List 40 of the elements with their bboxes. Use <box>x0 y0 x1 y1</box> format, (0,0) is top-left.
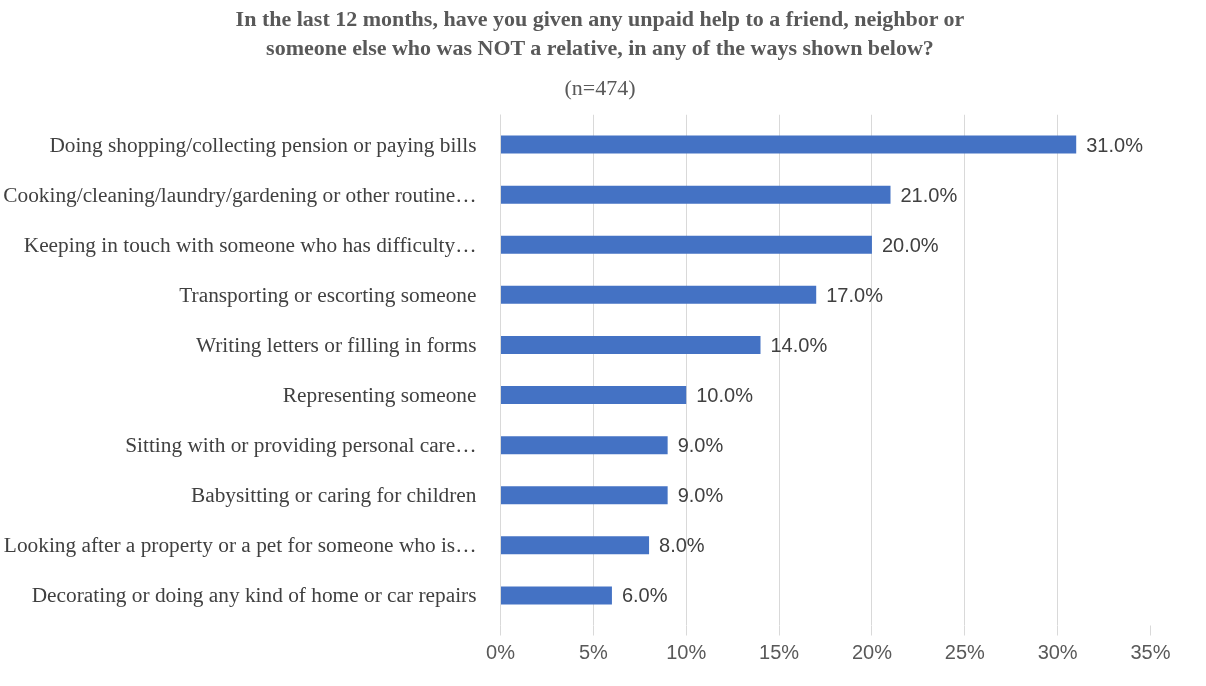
bar <box>500 385 687 404</box>
chart-subtitle: (n=474) <box>564 74 636 103</box>
x-tick-label: 15% <box>759 640 800 663</box>
x-tick-label: 25% <box>944 640 986 663</box>
data-label: 21.0% <box>900 183 958 206</box>
bar <box>500 485 668 504</box>
y-tick-label: Doing shopping/collecting pension or paying bills <box>49 132 477 157</box>
y-tick-label: Looking after a property or a pet for someone who is… <box>3 532 477 557</box>
bar <box>500 586 612 605</box>
y-tick-label: Babysitting or caring for children <box>191 482 477 507</box>
x-tick-label: 10% <box>666 640 707 663</box>
y-tick-label: Cooking/cleaning/laundry/gardening or other routine… <box>3 182 477 207</box>
data-label: 20.0% <box>881 233 939 256</box>
y-tick-label: Decorating or doing any kind of home or car repairs <box>31 583 477 608</box>
data-label: 14.0% <box>770 333 828 356</box>
x-tick-label: 5% <box>578 640 609 663</box>
x-tick-label: 0% <box>486 640 516 663</box>
data-label: 31.0% <box>1086 133 1144 156</box>
bar <box>500 535 650 554</box>
data-label: 10.0% <box>696 383 754 406</box>
x-tick-label: 20% <box>851 640 893 663</box>
bar <box>500 235 872 254</box>
y-tick-label: Sitting with or providing personal care… <box>125 432 477 457</box>
y-tick-label: Writing letters or filling in forms <box>196 332 477 357</box>
bar <box>500 335 761 354</box>
data-label: 17.0% <box>826 283 884 306</box>
y-tick-label: Transporting or escorting someone <box>179 282 477 307</box>
data-label: 9.0% <box>677 433 724 456</box>
data-label: 8.0% <box>659 533 705 556</box>
y-tick-label: Keeping in touch with someone who has difficulty… <box>23 232 477 257</box>
x-tick-label: 30% <box>1037 640 1078 663</box>
y-tick-label: Representing someone <box>282 382 477 407</box>
bar <box>500 135 1077 154</box>
bar <box>500 185 891 204</box>
bar <box>500 285 817 304</box>
x-tick-label: 35% <box>1130 640 1171 663</box>
chart-title: In the last 12 months, have you given any unpaid help to a friend, neighbor or someone else who was NOT a relative, in any of the ways shown below? <box>235 5 965 62</box>
bar <box>500 435 668 454</box>
data-label: 9.0% <box>677 483 724 506</box>
data-label: 6.0% <box>621 584 668 607</box>
